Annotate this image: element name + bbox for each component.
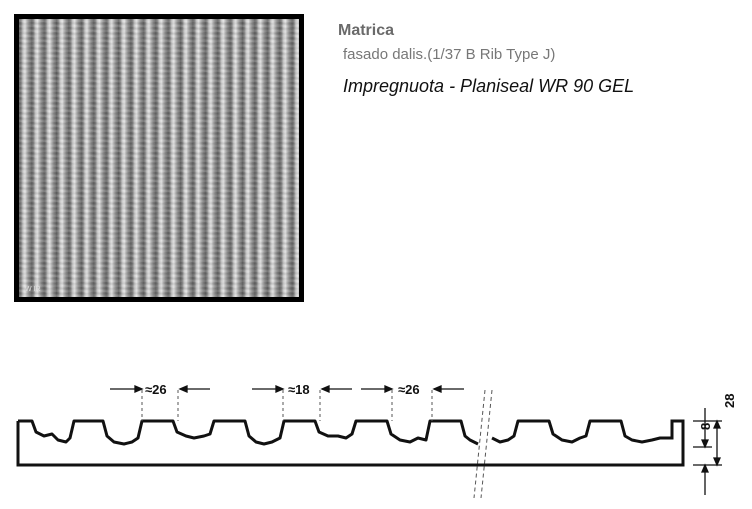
product-name: Impregnuota - Planiseal WR 90 GEL bbox=[343, 76, 635, 96]
dim-label-3: ≈26 bbox=[398, 382, 420, 397]
page-title: Matrica bbox=[338, 22, 395, 39]
rib-profile-diagram: ≈26 ≈18 ≈26 8 28 bbox=[16, 382, 737, 499]
profile-ribs-left bbox=[18, 419, 479, 446]
texture-photo: W IR bbox=[19, 19, 299, 297]
dimension-arrows bbox=[110, 385, 464, 393]
dim-vertical-28: 28 bbox=[722, 394, 737, 408]
break-line-2 bbox=[480, 389, 493, 499]
texture-photo-frame: W IR bbox=[14, 14, 304, 302]
page-subtitle: fasado dalis.(1/37 B Rib Type J) bbox=[343, 46, 556, 63]
profile-outline bbox=[16, 419, 685, 467]
dim-label-2: ≈18 bbox=[288, 382, 310, 397]
profile-ribs-right bbox=[491, 419, 663, 444]
dim-vertical-8: 8 bbox=[698, 423, 713, 430]
dim-label-1: ≈26 bbox=[145, 382, 167, 397]
photo-watermark: W IR bbox=[25, 286, 41, 293]
